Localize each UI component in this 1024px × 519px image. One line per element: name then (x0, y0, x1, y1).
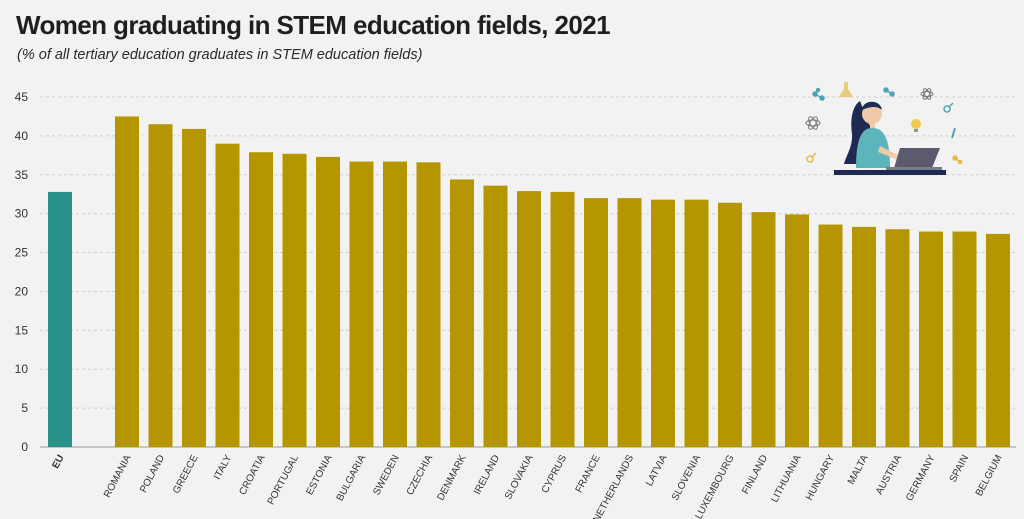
bar-denmark (450, 179, 474, 447)
y-axis-ticks: 0 5 10 15 20 25 30 35 40 45 (15, 90, 29, 454)
desk (834, 170, 946, 175)
bar-malta (852, 226, 876, 447)
x-tick-label: PORTUGAL (266, 453, 302, 507)
atom-icon-2 (920, 88, 934, 100)
bar-cyprus (550, 191, 575, 447)
bar-netherlands (617, 198, 642, 447)
x-tick-label: SWEDEN (371, 453, 401, 497)
bar-greece (182, 128, 206, 447)
atom-icon (805, 116, 821, 130)
chart-subtitle: (% of all tertiary education graduates i… (17, 47, 423, 63)
x-tick-label: BELGIUM (974, 453, 1005, 498)
x-tick-label: BULGARIA (335, 453, 369, 503)
x-tick-label: SPAIN (948, 453, 971, 484)
lightbulb-icon (911, 119, 921, 132)
x-tick-label: CYPRUS (540, 453, 569, 495)
bar-germany (919, 231, 943, 447)
y-tick-label: 35 (15, 168, 29, 182)
chart-title: Women graduating in STEM education field… (16, 10, 611, 40)
y-tick-label: 25 (15, 246, 29, 260)
y-tick-label: 20 (15, 284, 29, 298)
bar-sweden (383, 161, 407, 448)
x-tick-label: IRELAND (472, 453, 502, 496)
gender-symbol-icon (943, 102, 954, 113)
bar-austria (885, 229, 910, 447)
x-tick-label: MALTA (846, 453, 871, 487)
bar-bulgaria (349, 161, 374, 448)
laptop (886, 148, 942, 170)
x-tick-label: ITALY (212, 453, 234, 482)
x-tick-label: ESTONIA (304, 453, 334, 497)
bar-estonia (316, 156, 340, 447)
x-tick-label: ROMANIA (102, 453, 134, 500)
bar-czechia (416, 162, 441, 448)
bar-slovakia (517, 191, 541, 447)
bar-romania (115, 116, 139, 447)
pen-icon (951, 127, 956, 139)
x-axis-labels: EU ROMANIA POLAND GREECE ITALY CROATIAPORTUGA… (50, 453, 1004, 519)
bar-poland (148, 124, 173, 447)
bar-latvia (651, 199, 675, 447)
x-tick-label: LITHUANIA (769, 453, 803, 505)
bar-finland (751, 212, 776, 447)
illustration-woman-laptop (805, 82, 963, 175)
x-tick-label: DENMARK (435, 453, 468, 503)
bar-lithuania (785, 214, 809, 447)
x-tick-label: EU (50, 453, 66, 470)
x-tick-label: HUNGARY (804, 453, 837, 502)
bar-portugal (282, 153, 307, 447)
y-tick-label: 30 (15, 207, 29, 221)
x-tick-label: CZECHIA (405, 453, 435, 497)
x-tick-label: FRANCE (574, 453, 603, 495)
bar-slovenia (684, 199, 709, 447)
woman-figure (844, 101, 900, 168)
bar-eu (48, 191, 72, 447)
bars (48, 116, 1010, 448)
y-tick-label: 15 (15, 323, 29, 337)
x-tick-label: FINLAND (740, 453, 770, 496)
x-tick-label: POLAND (138, 453, 167, 494)
y-tick-label: 40 (15, 129, 29, 143)
molecule-icon-2 (883, 87, 895, 97)
molecule-icon (812, 87, 825, 101)
bar-italy (215, 143, 240, 447)
y-tick-label: 0 (21, 440, 28, 454)
bar-croatia (249, 152, 273, 447)
bar-spain (952, 231, 977, 447)
x-tick-label: CROATIA (237, 453, 267, 497)
bar-france (584, 198, 608, 447)
x-tick-label: AUSTRIA (874, 453, 904, 497)
gender-symbol-icon-2 (806, 152, 817, 163)
y-tick-label: 5 (21, 401, 28, 415)
y-tick-label: 45 (15, 90, 29, 104)
molecule-icon-3 (952, 155, 963, 165)
bar-ireland (483, 185, 508, 447)
x-tick-label: GREECE (171, 453, 201, 496)
y-tick-label: 10 (15, 362, 29, 376)
x-tick-label: GERMANY (904, 453, 938, 503)
x-tick-label: SLOVAKIA (503, 453, 536, 501)
x-tick-label: SLOVENIA (670, 453, 703, 503)
flask-icon (839, 82, 853, 97)
x-tick-label: LATVIA (644, 453, 670, 488)
bar-luxembourg (718, 202, 742, 447)
bar-belgium (986, 233, 1010, 447)
bar-hungary (818, 224, 843, 447)
